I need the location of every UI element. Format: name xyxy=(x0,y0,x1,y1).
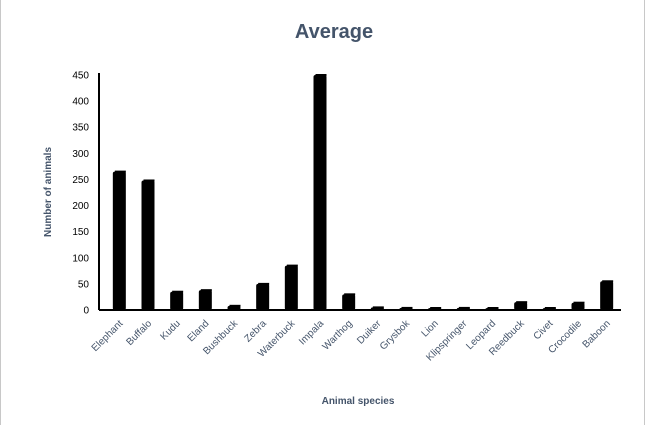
bar-top-bevel xyxy=(544,307,556,309)
bar-top-bevel xyxy=(401,306,413,309)
bar-top-bevel xyxy=(430,307,442,309)
bar-top-bevel xyxy=(229,304,241,307)
bar xyxy=(313,75,327,310)
x-tick-label: Kudu xyxy=(158,318,182,342)
bar-top-bevel xyxy=(516,301,528,304)
x-tick-label: Eland xyxy=(186,318,212,344)
y-tick-label: 0 xyxy=(83,306,89,317)
bar xyxy=(600,281,614,310)
y-tick-label: 450 xyxy=(72,71,89,82)
y-tick-label: 200 xyxy=(72,201,89,212)
bar xyxy=(141,180,155,310)
bar-top-bevel xyxy=(372,306,384,309)
bar xyxy=(571,302,585,310)
bar-top-bevel xyxy=(602,280,614,283)
x-tick-label: Zebra xyxy=(243,318,270,345)
x-axis-label: Animal species xyxy=(322,396,395,407)
bar-top-bevel xyxy=(258,282,270,285)
bar-top-bevel xyxy=(114,170,126,173)
y-axis-ticks: 0 50 100 150 200 250 300 350 400 450 xyxy=(72,71,89,317)
x-tick-label: Grysbok xyxy=(378,318,413,353)
y-tick-label: 50 xyxy=(78,279,90,290)
chart-title: Average xyxy=(295,21,373,43)
y-tick-label: 300 xyxy=(72,149,89,160)
x-tick-label: Civet xyxy=(532,318,556,342)
bar-top-bevel xyxy=(573,301,585,304)
x-tick-label: Elephant xyxy=(90,318,126,354)
bar-top-bevel xyxy=(200,289,212,292)
bar-top-bevel xyxy=(143,179,155,182)
bar xyxy=(284,265,298,310)
bar xyxy=(170,291,184,310)
x-tick-label: Warthog xyxy=(321,318,355,352)
bar-top-bevel xyxy=(344,293,356,296)
x-tick-label: Baboon xyxy=(581,318,613,350)
bar-top-bevel xyxy=(286,264,298,267)
x-tick-label: Buffalo xyxy=(124,318,154,348)
y-tick-label: 350 xyxy=(72,123,89,134)
y-tick-label: 250 xyxy=(72,175,89,186)
x-tick-label: Lion xyxy=(420,318,441,339)
bar xyxy=(256,283,270,310)
y-tick-label: 400 xyxy=(72,97,89,108)
bar xyxy=(198,290,212,310)
bar xyxy=(112,171,126,310)
bar xyxy=(342,294,356,310)
bar-top-bevel xyxy=(315,74,327,76)
bar-top-bevel xyxy=(172,290,184,293)
bar xyxy=(514,302,528,310)
y-axis-label: Number of animals xyxy=(43,147,54,237)
bar xyxy=(227,305,241,310)
bars-group xyxy=(112,74,614,310)
bar-top-bevel xyxy=(458,306,470,309)
y-tick-label: 150 xyxy=(72,227,89,238)
y-tick-label: 100 xyxy=(72,253,89,264)
bar-top-bevel xyxy=(487,307,499,309)
